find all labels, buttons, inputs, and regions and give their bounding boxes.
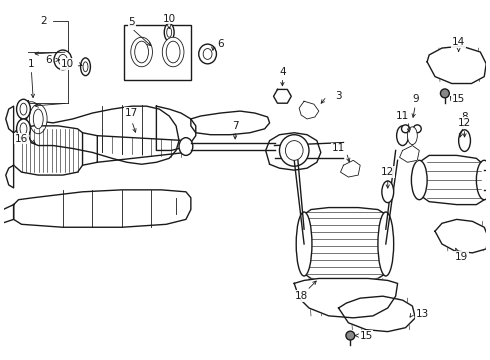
Ellipse shape [441, 89, 449, 98]
Polygon shape [14, 126, 82, 175]
Ellipse shape [396, 126, 409, 145]
Ellipse shape [80, 58, 91, 76]
Ellipse shape [131, 37, 152, 67]
Ellipse shape [412, 160, 427, 200]
Polygon shape [0, 204, 14, 229]
Text: 10: 10 [61, 59, 74, 69]
Ellipse shape [54, 50, 72, 70]
Polygon shape [273, 89, 291, 103]
Ellipse shape [285, 141, 303, 160]
Ellipse shape [203, 49, 212, 59]
Ellipse shape [20, 123, 27, 135]
Bar [124, 26, 191, 80]
Text: 18: 18 [294, 291, 308, 301]
Polygon shape [294, 278, 397, 318]
Text: 9: 9 [412, 94, 418, 104]
Ellipse shape [17, 99, 30, 119]
Ellipse shape [459, 130, 470, 152]
Text: 15: 15 [360, 330, 373, 341]
Ellipse shape [166, 41, 180, 63]
Polygon shape [14, 190, 191, 227]
Polygon shape [427, 46, 486, 84]
Ellipse shape [20, 103, 27, 115]
Polygon shape [399, 145, 419, 162]
Ellipse shape [33, 109, 43, 129]
Polygon shape [98, 136, 186, 162]
Ellipse shape [378, 212, 393, 276]
Text: 12: 12 [458, 118, 471, 128]
Text: 19: 19 [455, 252, 468, 262]
Ellipse shape [179, 138, 193, 156]
Text: 4: 4 [279, 67, 286, 77]
Ellipse shape [164, 23, 174, 41]
Polygon shape [339, 296, 416, 332]
Text: 2: 2 [40, 15, 47, 26]
Polygon shape [156, 106, 196, 150]
Ellipse shape [346, 331, 355, 340]
Text: 5: 5 [128, 18, 135, 27]
Ellipse shape [21, 102, 42, 136]
Text: 10: 10 [163, 14, 176, 23]
Ellipse shape [476, 160, 490, 200]
Text: 11: 11 [332, 144, 345, 153]
Text: 14: 14 [452, 37, 466, 47]
Ellipse shape [414, 125, 421, 133]
Ellipse shape [408, 127, 417, 145]
Text: 11: 11 [396, 111, 409, 121]
Text: 17: 17 [125, 108, 138, 118]
Ellipse shape [199, 44, 217, 64]
Polygon shape [419, 156, 484, 204]
Text: 3: 3 [335, 91, 342, 101]
Ellipse shape [162, 37, 184, 67]
Ellipse shape [83, 62, 88, 72]
Ellipse shape [382, 181, 393, 203]
Text: 6: 6 [217, 39, 224, 49]
Ellipse shape [17, 119, 30, 139]
Ellipse shape [58, 54, 67, 65]
Text: 6: 6 [45, 55, 51, 65]
Text: 15: 15 [452, 94, 466, 104]
Polygon shape [6, 165, 14, 188]
Ellipse shape [167, 27, 172, 37]
Ellipse shape [29, 104, 47, 134]
Polygon shape [6, 106, 14, 133]
Polygon shape [341, 160, 360, 177]
Text: 8: 8 [461, 112, 468, 122]
Ellipse shape [401, 125, 410, 133]
Polygon shape [435, 219, 488, 253]
Text: 1: 1 [28, 59, 35, 69]
Text: 7: 7 [232, 121, 239, 131]
Polygon shape [191, 111, 270, 135]
Polygon shape [299, 101, 319, 119]
Ellipse shape [135, 41, 148, 63]
Text: 13: 13 [416, 309, 429, 319]
Polygon shape [304, 208, 386, 280]
Text: 16: 16 [15, 134, 28, 144]
Polygon shape [26, 101, 179, 164]
Ellipse shape [296, 212, 312, 276]
Ellipse shape [279, 135, 309, 166]
Text: 12: 12 [381, 167, 394, 177]
Polygon shape [266, 133, 321, 170]
